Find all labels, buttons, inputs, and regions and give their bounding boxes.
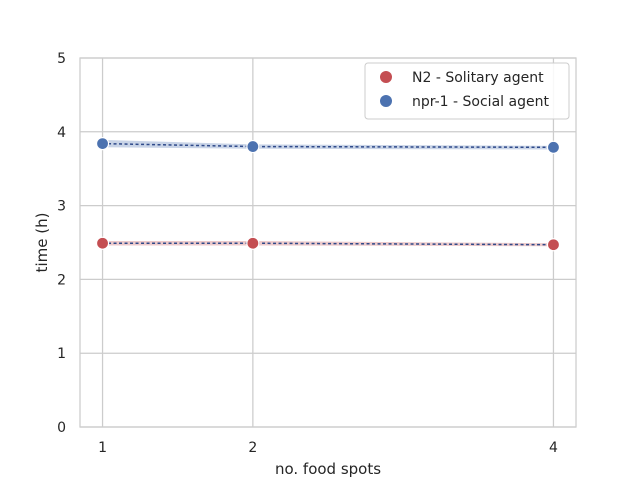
plot-border	[79, 57, 577, 428]
data-point-series-0	[95, 236, 110, 250]
legend-marker-npr1	[380, 95, 392, 107]
x-axis-label: no. food spots	[275, 460, 381, 478]
y-axis-label: time (h)	[33, 213, 51, 273]
series-points	[95, 137, 561, 252]
y-tick-label: 5	[57, 51, 66, 67]
data-point-series-1	[546, 140, 561, 154]
tick-labels: 1 2 4 0 1 2 3 4 5	[57, 51, 558, 456]
data-point-series-1	[246, 139, 260, 154]
legend: N2 - Solitary agent npr-1 - Social agent	[364, 62, 570, 120]
data-point-series-0	[546, 238, 561, 252]
y-tick-label: 0	[57, 420, 66, 436]
x-tick-label: 2	[248, 440, 257, 456]
y-tick-label: 2	[57, 272, 66, 288]
data-point-series-0	[246, 236, 260, 250]
legend-marker-n2	[380, 71, 392, 83]
x-tick-label: 4	[549, 440, 558, 456]
legend-box	[364, 62, 570, 120]
data-point-series-1	[95, 137, 110, 151]
x-tick-label: 1	[98, 440, 107, 456]
y-tick-label: 1	[57, 346, 66, 362]
legend-label-n2: N2 - Solitary agent	[412, 70, 544, 86]
y-tick-label: 3	[57, 199, 66, 215]
legend-label-npr1: npr-1 - Social agent	[412, 94, 549, 110]
y-tick-label: 4	[57, 125, 66, 141]
